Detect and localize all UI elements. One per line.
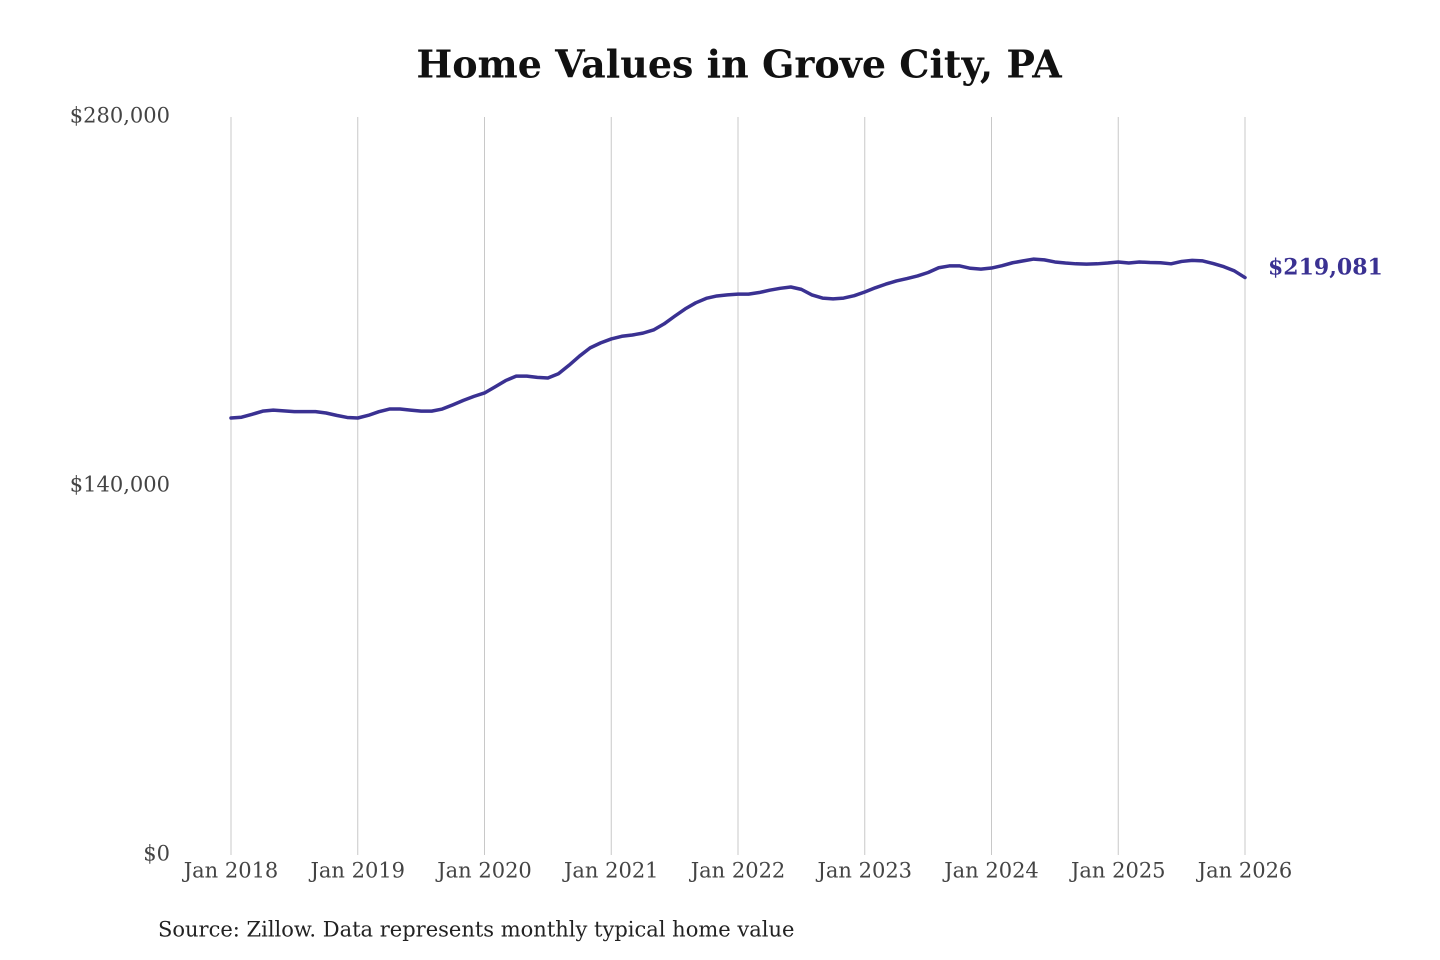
x-tick-label: Jan 2026 (1196, 859, 1293, 883)
x-tick-label: Jan 2024 (942, 859, 1039, 883)
source-note: Source: Zillow. Data represents monthly … (158, 918, 794, 942)
x-tick-label: Jan 2020 (435, 859, 532, 883)
line-series (229, 257, 1247, 420)
y-tick-label: $140,000 (70, 473, 170, 497)
x-tick-label: Jan 2021 (562, 859, 659, 883)
x-tick-label: Jan 2018 (182, 859, 279, 883)
y-tick-label: $280,000 (70, 104, 170, 128)
x-tick-label: Jan 2023 (815, 859, 912, 883)
chart-title: Home Values in Grove City, PA (416, 42, 1062, 87)
x-tick-label: Jan 2022 (689, 859, 786, 883)
end-label: $219,081 (1268, 255, 1383, 281)
x-tick-label: Jan 2025 (1069, 859, 1166, 883)
y-tick-label: $0 (143, 842, 170, 866)
x-tick-label: Jan 2019 (308, 859, 405, 883)
